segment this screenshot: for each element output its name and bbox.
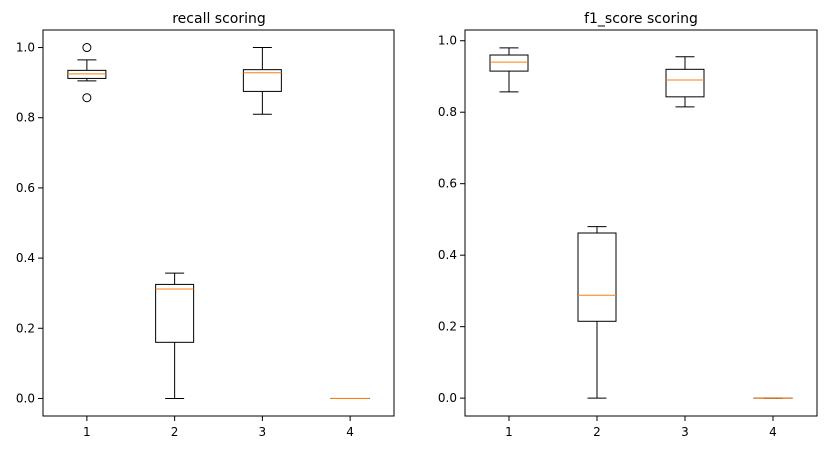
box-1	[67, 43, 107, 103]
x-tick-label: 3	[259, 425, 267, 439]
x-tick-label: 1	[83, 425, 91, 439]
y-tick-label: 1.0	[16, 41, 35, 55]
x-tick-label: 3	[681, 425, 689, 439]
y-tick-label: 0.6	[438, 177, 457, 191]
x-tick-label: 4	[769, 425, 777, 439]
y-tick-label: 0.6	[16, 181, 35, 195]
y-tick-label: 0.8	[438, 105, 457, 119]
x-tick-label: 1	[505, 425, 513, 439]
outlier-point	[82, 93, 92, 103]
box-3	[665, 56, 705, 108]
box-1	[489, 47, 529, 93]
f1-score-chart-title: f1_score scoring	[584, 11, 698, 27]
box-2	[155, 272, 195, 399]
y-tick-label: 0.2	[438, 320, 457, 334]
f1-score-scoring-panel: f1_score scoring 0.0 0.2 0.4 0.6 0.8 1.0 1 2 3 4	[438, 11, 818, 439]
y-tick-label: 0.2	[16, 321, 35, 335]
x-tick-label: 4	[346, 425, 354, 439]
x-tick-label: 2	[171, 425, 179, 439]
recall-chart-title: recall scoring	[172, 11, 266, 27]
axes-frame	[42, 29, 395, 417]
iqr-box	[155, 283, 195, 343]
iqr-box	[665, 68, 705, 98]
y-tick-label: 0.0	[16, 391, 35, 405]
iqr-box	[577, 232, 617, 322]
iqr-box	[242, 69, 282, 92]
x-tick-label: 2	[593, 425, 601, 439]
axes-frame	[464, 29, 818, 417]
box-3	[242, 47, 282, 115]
y-tick-label: 1.0	[438, 34, 457, 48]
iqr-box	[489, 54, 529, 72]
recall-scoring-panel: recall scoring 0.0 0.2 0.4 0.6 0.8 1.0 1 2 3 4	[16, 11, 395, 439]
y-tick-label: 0.4	[438, 248, 457, 262]
box-2	[577, 226, 617, 399]
y-tick-label: 0.8	[16, 111, 35, 125]
y-tick-label: 0.0	[438, 391, 457, 405]
iqr-box	[67, 69, 107, 79]
outlier-point	[82, 43, 92, 53]
y-tick-label: 0.4	[16, 251, 35, 265]
